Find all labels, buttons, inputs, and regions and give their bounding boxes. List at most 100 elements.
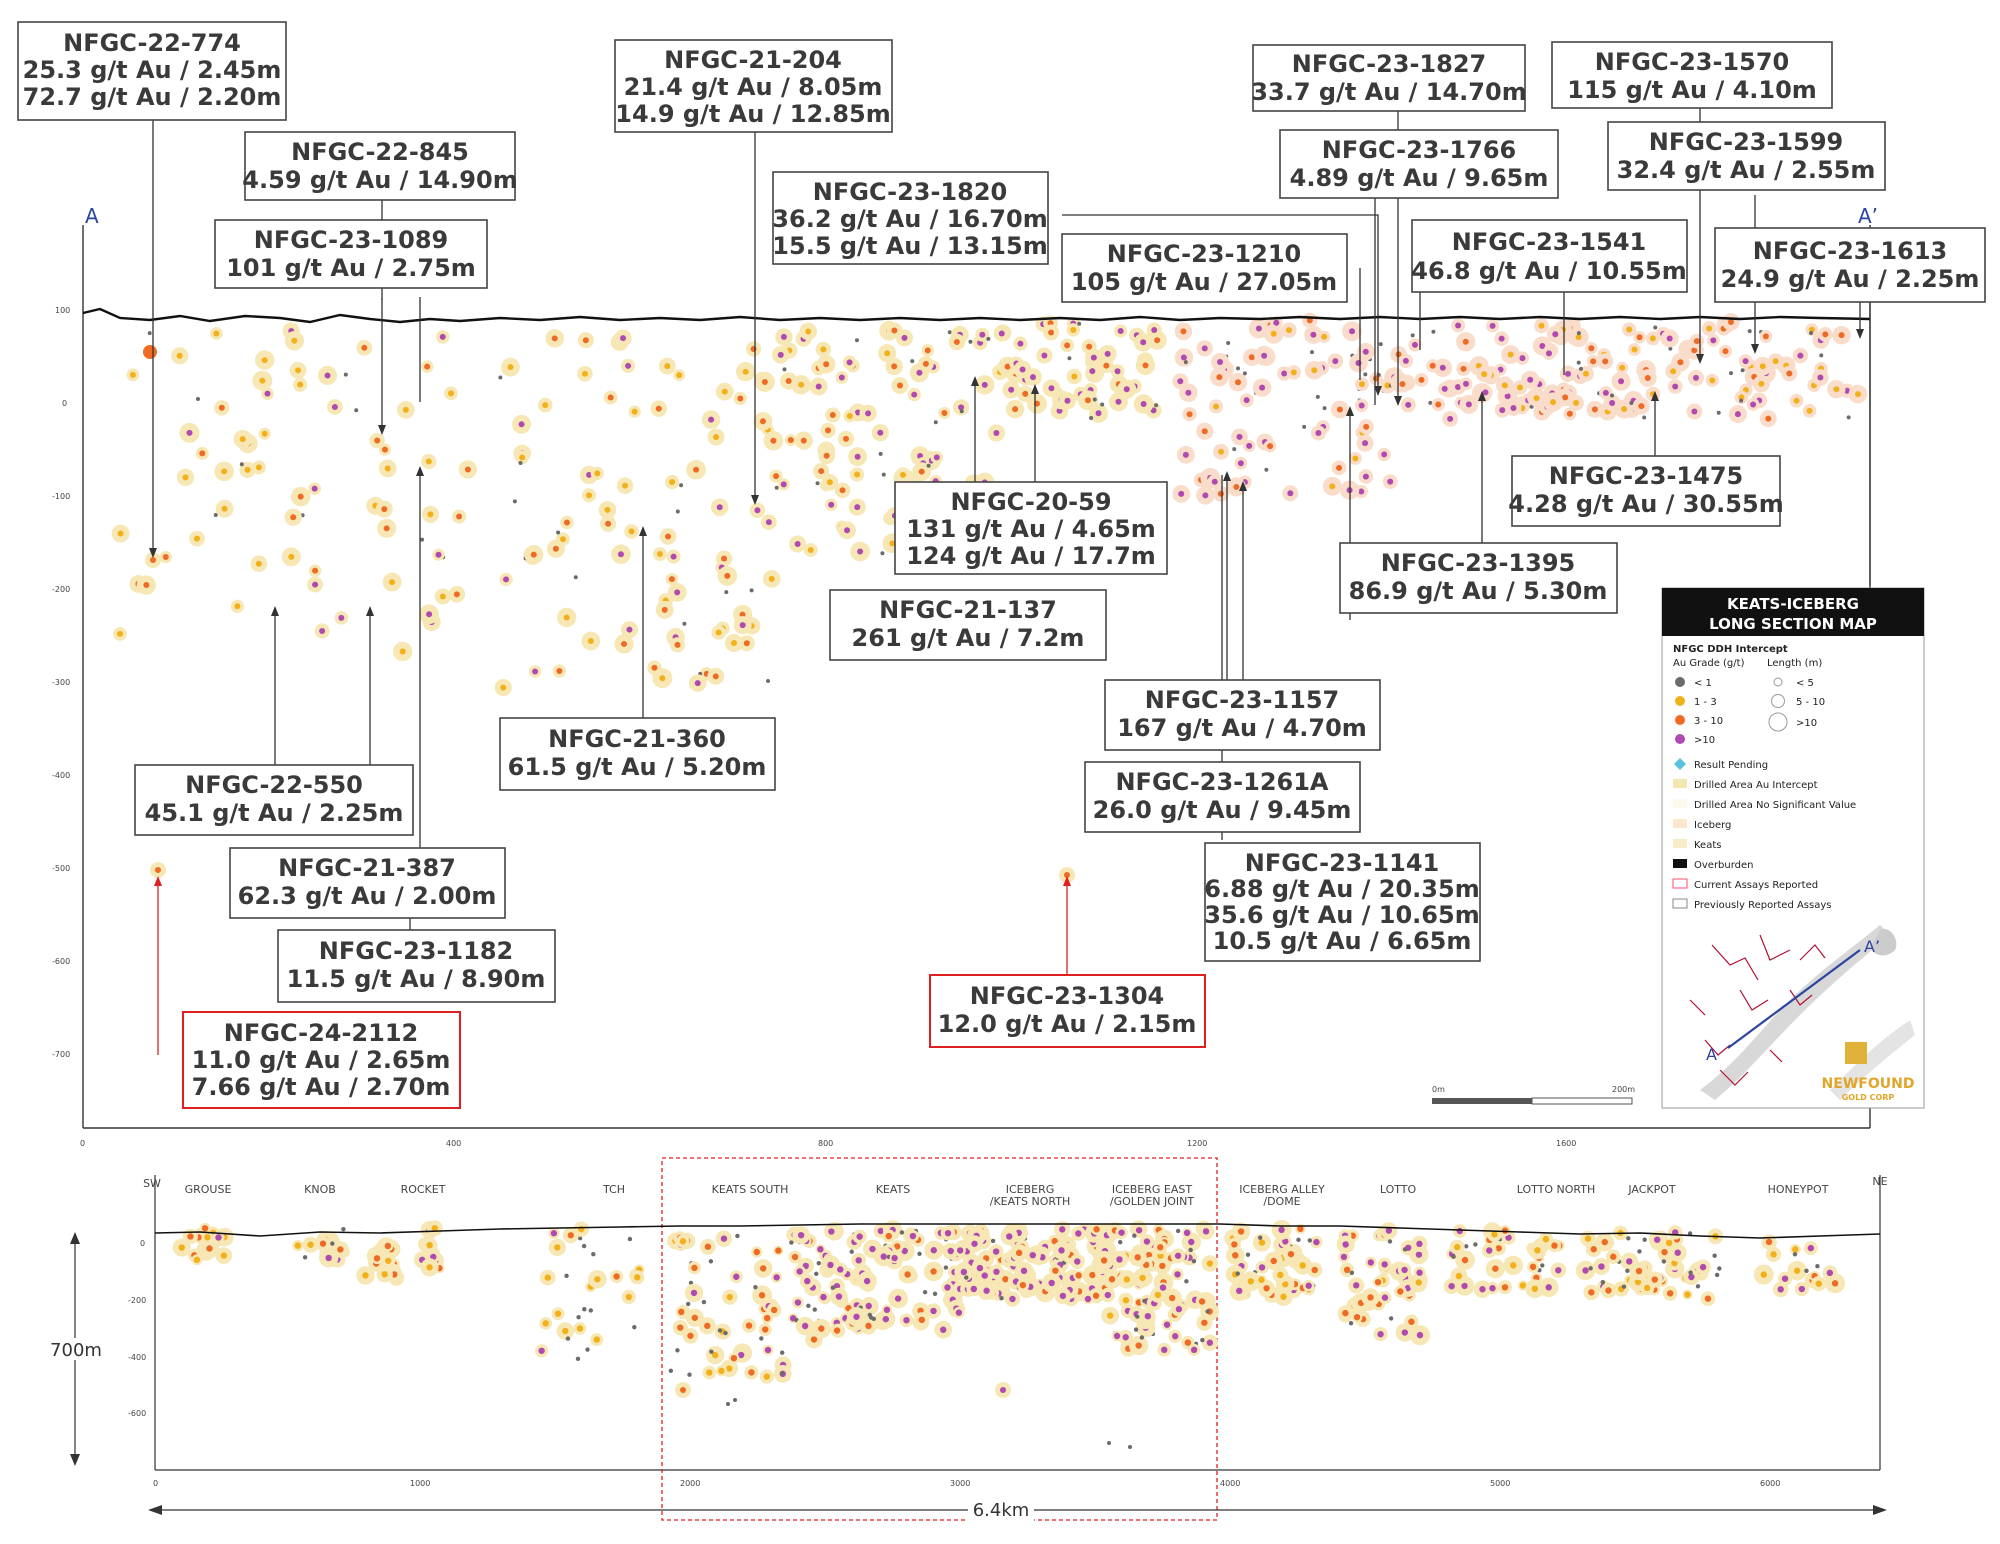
intercept-dot [1332,358,1339,365]
intercept-dot [1453,1243,1461,1251]
intercept-dot [668,576,675,583]
intercept-dot [763,1373,771,1380]
intercept-dot [726,1293,733,1301]
intercept-dot [916,369,923,376]
intercept-dot [1015,1249,1023,1257]
intercept-dot [1661,1248,1668,1256]
intercept-dot [1684,1291,1691,1298]
legend-subtitle: NFGC DDH Intercept [1673,644,1788,655]
intercept-dot [1687,1231,1693,1236]
intercept-dot [839,487,846,494]
intercept-dot [162,553,169,560]
intercept-dot [668,1368,674,1373]
intercept-dot [204,1234,211,1241]
intercept-dot [1246,442,1253,449]
intercept-dot [1590,358,1597,365]
intercept-dot [1688,1270,1693,1275]
intercept-dot [1626,326,1633,333]
dist-tick-1600: 1600 [1556,1139,1576,1148]
intercept-dot [1183,360,1188,365]
intercept-dot [885,1232,892,1240]
intercept-dot [1504,393,1511,400]
intercept-dot [1092,1292,1100,1299]
intercept-dot [1517,384,1524,391]
intercept-dot [1134,1254,1141,1261]
intercept-dot [1855,391,1862,398]
intercept-dot [687,1332,694,1339]
intercept-dot [627,1236,633,1242]
intercept-dot [1661,1259,1667,1264]
intercept-dot [735,1233,740,1239]
intercept-dot [1201,345,1208,352]
intercept-dot [453,591,460,598]
intercept-dot [1100,402,1105,407]
intercept-dot [877,429,884,436]
intercept-dot [901,334,908,341]
intercept-dot [955,1309,963,1316]
intercept-dot [1499,407,1506,414]
intercept-dot [117,630,124,637]
intercept-dot [659,675,666,682]
legend-length-lt5: < 5 [1796,678,1814,689]
intercept-dot [1255,325,1262,332]
elev-tick-m700: -700 [52,1050,70,1059]
intercept-dot [354,408,359,413]
callout-hole-id: NFGC-23-1141 [1245,849,1439,877]
intercept-dot [829,412,836,419]
intercept-dot [389,579,396,586]
intercept-dot [764,1314,771,1322]
callout-c387: NFGC-21-387 62.3 g/t Au / 2.00m [229,847,506,919]
callout-c137: NFGC-21-137 261 g/t Au / 7.2m [829,589,1107,661]
section-label-a-prime: A’ [1858,204,1878,228]
intercept-dot [1290,369,1297,376]
intercept-dot [1206,1339,1214,1346]
legend-title-line2: LONG SECTION MAP [1709,615,1877,633]
legend-overburden: Overburden [1694,860,1754,871]
intercept-dot [1177,378,1184,385]
intercept-dot [567,1232,574,1239]
intercept-dot [993,1268,1000,1275]
intercept-dot [1534,1247,1541,1254]
callout-hole-id: NFGC-23-1599 [1649,128,1843,156]
intercept-dot [1448,1282,1455,1290]
intercept-dot [849,1249,854,1254]
callout-hole-id: NFGC-23-1210 [1107,240,1301,268]
intercept-dot [1358,381,1365,388]
intercept-dot [552,545,559,552]
lower-elev-0: 0 [140,1239,145,1248]
intercept-dot [1247,1278,1255,1285]
intercept-dot [715,629,722,636]
intercept-dot [1539,342,1546,349]
intercept-dot [593,1336,600,1343]
zone-iceberg-east-line2: /GOLDEN JOINT [1110,1195,1195,1208]
intercept-dot [933,420,938,425]
intercept-dot [1297,1225,1304,1233]
intercept-dot [1729,371,1734,376]
intercept-dot [147,331,152,336]
intercept-dot [1217,358,1224,365]
intercept-dot [1093,1226,1100,1233]
depth-dimension: 700m [50,1232,106,1466]
intercept-dot [1710,337,1717,344]
intercept-dot [621,640,628,647]
intercept-dot [1463,380,1470,387]
intercept-dot [826,479,833,486]
intercept-dot [1387,1239,1393,1244]
callout-hole-id: NFGC-22-845 [291,138,469,166]
intercept-dot [1175,1228,1181,1234]
intercept-dot [176,352,183,359]
intercept-dot [726,1402,730,1406]
callout-hole-id: NFGC-23-1820 [813,178,1007,206]
intercept-dot [215,1234,222,1241]
legend-length-gt10: >10 [1796,718,1817,729]
intercept-dot [1793,397,1800,404]
callout-c1820: NFGC-23-1820 36.2 g/t Au / 16.70m 15.5 g… [772,171,1049,265]
intercept-dot [1106,1312,1114,1319]
intercept-dot [1601,1238,1608,1246]
intercept-dot [1175,1305,1183,1313]
intercept-dot [718,1367,725,1375]
intercept-dot [865,1302,872,1310]
intercept-dot [1114,368,1121,375]
intercept-dot [1464,1244,1469,1249]
legend-grade-header: Au Grade (g/t) [1673,658,1745,669]
